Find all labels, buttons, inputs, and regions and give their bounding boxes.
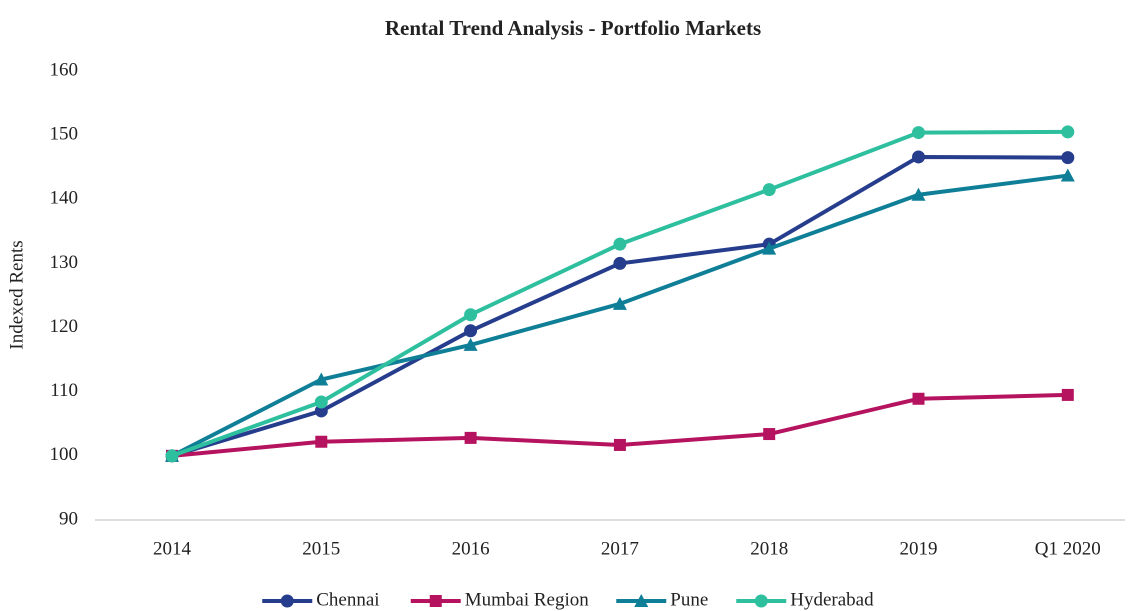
chart-title: Rental Trend Analysis - Portfolio Market… [385, 16, 761, 40]
y-tick-label: 90 [59, 508, 78, 529]
data-point [762, 183, 776, 197]
data-point [911, 187, 926, 201]
legend-item: Pune [616, 589, 708, 610]
legend-item: Hyderabad [736, 589, 874, 610]
data-point [1061, 151, 1075, 165]
data-point [464, 431, 477, 444]
y-tick-label: 100 [50, 444, 79, 465]
y-tick-label: 120 [50, 316, 79, 337]
data-point [912, 126, 925, 140]
data-point [314, 372, 329, 386]
series-line [171, 129, 1068, 458]
data-point [314, 395, 328, 409]
legend-label: Mumbai Region [465, 589, 590, 610]
legend-marker [429, 595, 442, 607]
data-point [1061, 125, 1075, 139]
x-tick-label: 2016 [452, 538, 490, 559]
data-point [612, 296, 627, 310]
data-point [763, 428, 776, 441]
data-point [314, 404, 328, 418]
data-point [464, 324, 478, 338]
legend-label: Hyderabad [790, 589, 874, 610]
x-tick-label: 2019 [900, 538, 938, 559]
legend-marker [634, 594, 649, 607]
legend-marker [280, 594, 294, 608]
legend-label: Pune [670, 589, 708, 610]
y-tick-label: 110 [50, 380, 78, 401]
x-tick-label: Q1 2020 [1035, 538, 1101, 559]
data-point [912, 150, 925, 164]
data-point [464, 308, 478, 322]
x-tick-label: 2015 [302, 538, 340, 559]
y-tick-label: 140 [50, 188, 79, 209]
data-point [463, 337, 478, 351]
data-point [1061, 388, 1074, 401]
y-tick-label: 150 [50, 124, 79, 145]
y-axis-label: Indexed Rents [6, 240, 27, 349]
data-point [762, 241, 777, 255]
x-tick-label: 2014 [153, 538, 192, 559]
data-point [613, 256, 627, 270]
data-point [613, 438, 626, 451]
x-tick-label: 2017 [601, 538, 639, 559]
data-point [613, 237, 627, 251]
y-tick-label: 130 [50, 252, 79, 273]
legend-marker [754, 594, 768, 608]
data-point [912, 392, 925, 405]
y-tick-label: 160 [50, 59, 79, 80]
x-tick-label: 2018 [750, 538, 788, 559]
data-point [315, 435, 328, 448]
legend-item: Chennai [262, 589, 380, 610]
data-point [165, 449, 179, 463]
legend-label: Chennai [316, 589, 379, 610]
legend-item: Mumbai Region [410, 589, 590, 610]
data-point [1060, 168, 1075, 182]
